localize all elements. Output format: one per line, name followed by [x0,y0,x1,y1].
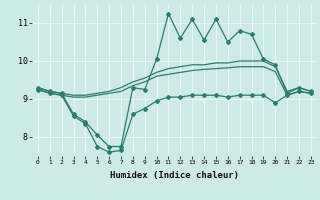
X-axis label: Humidex (Indice chaleur): Humidex (Indice chaleur) [110,171,239,180]
